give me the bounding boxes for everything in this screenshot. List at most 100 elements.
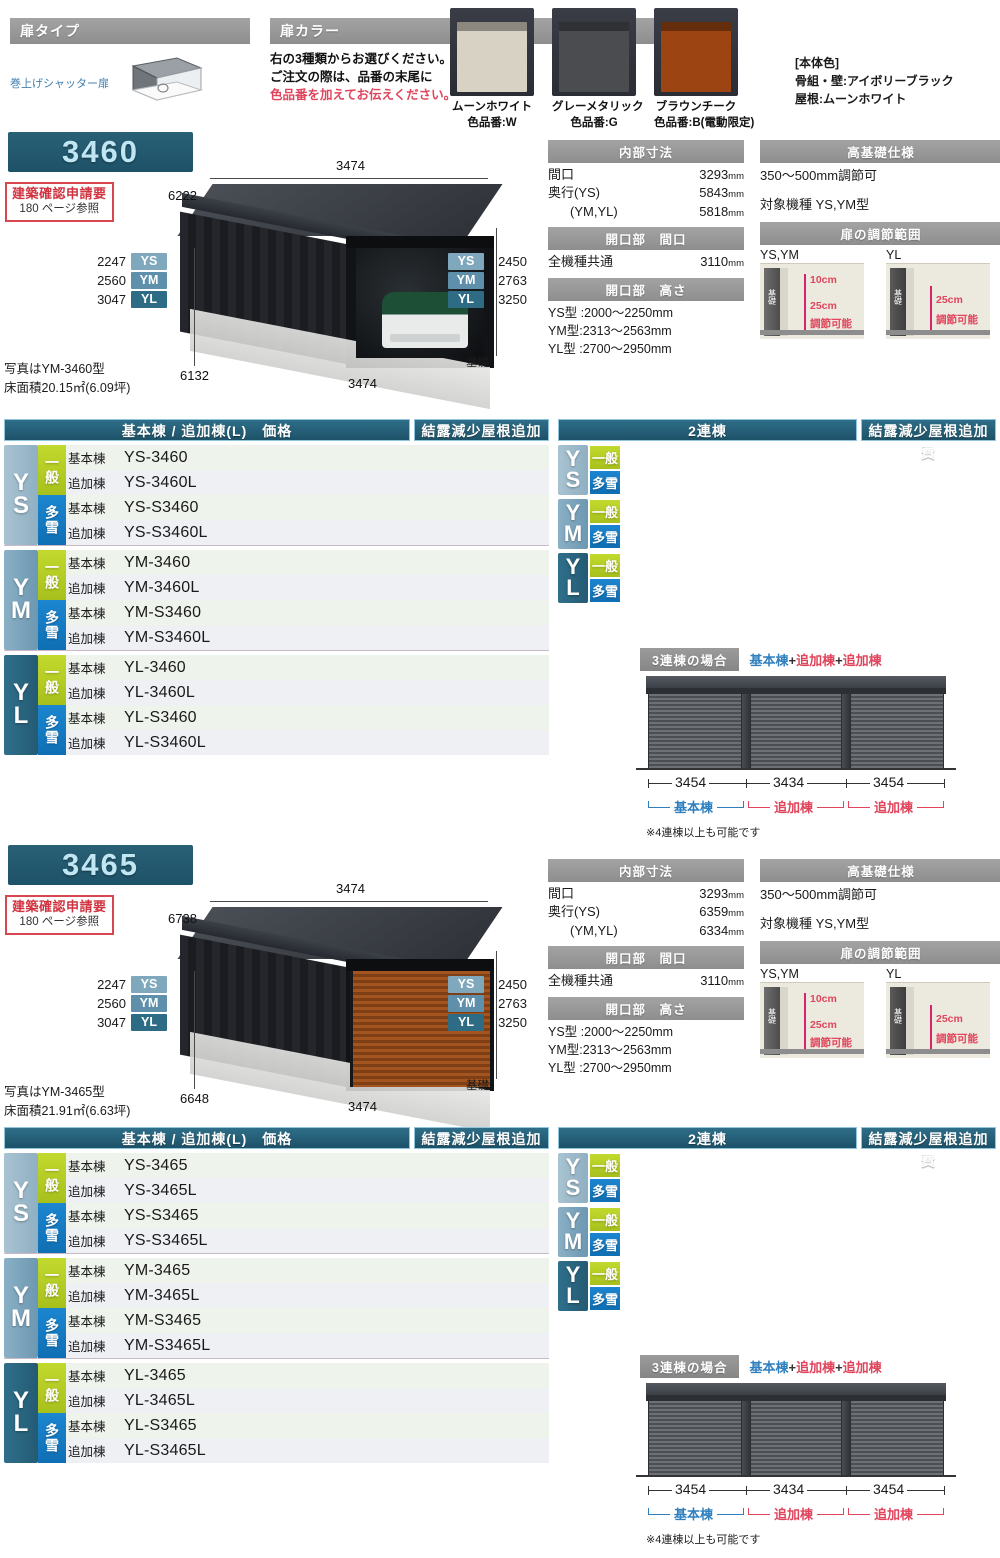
high-base-target: 対象機種 YS,YM型 (760, 196, 870, 212)
table-row[interactable]: 基本棟 YM-S3460 (66, 600, 549, 625)
table-row[interactable]: 一般 (588, 1207, 996, 1232)
row-kind: 基本棟 (68, 607, 106, 621)
table-row[interactable]: 多雪 (588, 524, 996, 549)
table-row[interactable]: 基本棟 YS-3465 (66, 1153, 549, 1178)
table-row[interactable]: 多雪 (588, 470, 996, 495)
kiso-label: 基礎 (466, 1080, 489, 1092)
table-row[interactable]: 追加棟 YL-3465L (66, 1388, 549, 1413)
table-row[interactable]: 多雪 (588, 1232, 996, 1257)
table-row[interactable]: 多雪 (588, 1286, 996, 1311)
spec-high-base-title: 高基礎仕様 (760, 859, 1000, 882)
adjust-diagram-ysym: YS,YM 基礎 10cm 25cm 調節可能 (760, 967, 864, 1058)
table-row[interactable]: 追加棟 YL-S3465L (66, 1438, 549, 1463)
body-color-title: [本体色] (795, 56, 839, 70)
table-row[interactable]: 追加棟 YM-S3460L (66, 625, 549, 650)
table-row[interactable]: 基本棟 YS-S3465 (66, 1203, 549, 1228)
adjust-ysym-b2: 調節可能 (810, 318, 852, 330)
formula-plus: + (835, 1360, 843, 1375)
extra-fee-header: 結露減少屋根追加費 (414, 1127, 549, 1169)
tri-dim-2: 3434 (770, 774, 808, 790)
tri-note: ※4連棟以上も可能です (646, 827, 761, 839)
table-row[interactable]: 基本棟 YM-3460 (66, 550, 549, 575)
two-unit-group-ym: Y M 一般 多雪 (558, 499, 996, 549)
table-row[interactable]: 追加棟 YS-S3465L (66, 1228, 549, 1253)
table-row[interactable]: 基本棟 YM-3465 (66, 1258, 549, 1283)
adjust-yl-1: 25cm (936, 294, 963, 306)
table-row[interactable]: 基本棟 YS-3460 (66, 445, 549, 470)
row-model-code: YL-S3465L (124, 1441, 206, 1459)
unit-mm: mm (728, 258, 744, 270)
body-color-note: [本体色] 骨組・壁:アイボリーブラック 屋根:ムーンホワイト (795, 54, 954, 108)
table-row[interactable]: 多雪 (588, 1178, 996, 1203)
swatch-grey-metallic[interactable]: グレーメタリック 色品番:G (552, 8, 644, 130)
unit-mm: mm (728, 171, 744, 182)
door-color-line1: 右の3種類からお選びください。 (270, 52, 452, 66)
row-kind: 基本棟 (68, 712, 106, 726)
height-left-ys: 2247 (97, 977, 126, 992)
three-unit-diagram-3460: 3連棟の場合 基本棟+追加棟+追加棟 3454 3434 3 (636, 648, 992, 840)
table-row[interactable]: 基本棟 YL-S3460 (66, 705, 549, 730)
val-opening-width: 3110 (700, 973, 729, 989)
table-row[interactable]: 多雪 (588, 578, 996, 603)
dim-depth-top: 6222 (168, 188, 197, 203)
snow-tag-ippan: 一般 (590, 446, 620, 469)
kiso-label-icon: 基礎 (768, 289, 776, 306)
table-row[interactable]: 一般 (588, 553, 996, 578)
table-row[interactable]: 追加棟 YS-S3460L (66, 520, 549, 545)
table-row[interactable]: 基本棟 YS-S3460 (66, 495, 549, 520)
height-left-ym: 2560 (97, 996, 126, 1011)
adjust-diagram-ysym: YS,YM 基礎 10cm 25cm 調節可能 (760, 248, 864, 339)
adjust-yl-1: 25cm (936, 1013, 963, 1025)
height-right-ym: 2763 (498, 996, 527, 1011)
two-unit-group-ym: Y M 一般 多雪 (558, 1207, 996, 1257)
table-row[interactable]: 一般 (588, 445, 996, 470)
snow-tag-ippan: 一般 (38, 1258, 66, 1308)
table-row[interactable]: 追加棟 YM-3465L (66, 1283, 549, 1308)
adjust-diagram-yl: YL 基礎 25cm 調節可能 (886, 967, 990, 1058)
snow-tag-ippan: 一般 (38, 1153, 66, 1203)
photo-caption-line2: 床面積21.91㎡(6.63坪) (4, 1103, 131, 1118)
row-kind: 基本棟 (68, 557, 106, 571)
row-model-code: YM-3460L (124, 578, 200, 596)
extra-fee-header: 結露減少屋根追加費 (414, 419, 549, 461)
table-row[interactable]: 追加棟 YS-3465L (66, 1178, 549, 1203)
table-row[interactable]: 基本棟 YL-S3465 (66, 1413, 549, 1438)
adjust-title-ysym: YS,YM (760, 248, 799, 262)
row-kind: 追加棟 (68, 1445, 106, 1459)
dim-top-width: 3474 (336, 158, 365, 173)
label-all-models: 全機種共通 (548, 254, 614, 270)
swatch-brown-teak[interactable]: ブラウンチーク 色品番:B(電動限定) (654, 8, 754, 130)
height-left-ym: 2560 (97, 273, 126, 288)
table-row[interactable]: 追加棟 YM-3460L (66, 575, 549, 600)
table-row[interactable]: 基本棟 YL-3460 (66, 655, 549, 680)
spec-opening-width-title: 開口部 間口 (548, 227, 744, 251)
swatch-moon-white[interactable]: ムーンホワイト 色品番:W (450, 8, 534, 130)
price-group-yl: Y L 一般 基本棟 YL-3465 追加棟 YL-3465L 多雪 基本棟 YL-S3465 追加… (4, 1363, 549, 1463)
table-row[interactable]: 一般 (588, 499, 996, 524)
table-row[interactable]: 一般 (588, 1153, 996, 1178)
permit-line2: 180 ページ参照 (19, 203, 100, 216)
tag-yl: YL (131, 1014, 167, 1031)
height-tags-left: 2247 YS 2560 YM 3047 YL (88, 975, 167, 1032)
model-badge: 3460 (8, 132, 193, 172)
table-row[interactable]: 一般 (588, 1261, 996, 1286)
price-group-ym: Y M 一般 基本棟 YM-3465 追加棟 YM-3465L 多雪 基本棟 YM-S3465 追加… (4, 1258, 549, 1359)
door-type-block: 扉タイプ 巻上げシャッター扉 (10, 18, 250, 113)
tag-ys: YS (131, 976, 167, 993)
table-row[interactable]: 追加棟 YL-3460L (66, 680, 549, 705)
tri-label-3: 追加棟 (870, 1504, 918, 1523)
table-row[interactable]: 追加棟 YL-S3460L (66, 730, 549, 755)
row-model-code: YM-S3460 (124, 603, 202, 621)
table-row[interactable]: 追加棟 YS-3460L (66, 470, 549, 495)
val-maguchi: 3293 (699, 167, 729, 182)
row-kind: 基本棟 (68, 1210, 106, 1224)
unit-mm: mm (728, 926, 744, 938)
dim-top-width: 3474 (336, 881, 365, 896)
table-row[interactable]: 基本棟 YL-3465 (66, 1363, 549, 1388)
door-color-swatches: ムーンホワイト 色品番:W グレーメタリック 色品番:G ブラウンチーク (450, 8, 754, 130)
table-row[interactable]: 追加棟 YM-S3465L (66, 1333, 549, 1358)
snow-tag-tasetsu: 多雪 (590, 1179, 620, 1202)
table-row[interactable]: 基本棟 YM-S3465 (66, 1308, 549, 1333)
